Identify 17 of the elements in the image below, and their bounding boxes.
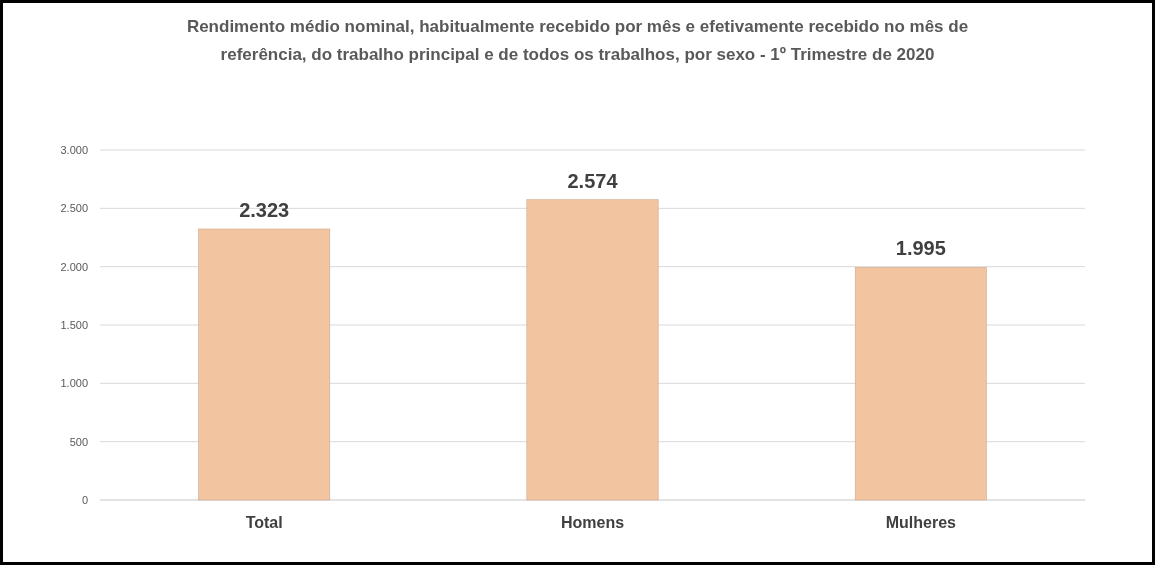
x-tick-label: Mulheres xyxy=(885,514,957,531)
y-tick-label: 1.500 xyxy=(60,318,88,331)
y-tick-label: 1.000 xyxy=(60,377,88,390)
x-tick-label: Total xyxy=(245,514,283,531)
data-label: 2.323 xyxy=(239,198,290,221)
y-tick-label: 500 xyxy=(69,435,88,448)
chart-title: Rendimento médio nominal, habitualmente recebido por mês e efetivamente recebido no mês de referência, do trabalho principal e de todos os trabalhos, por sexo - 1º Trimestre de 2020 xyxy=(186,17,969,64)
data-label: 1.995 xyxy=(895,237,946,260)
data-label: 2.574 xyxy=(567,169,619,192)
bar xyxy=(854,267,987,501)
x-tick-label: Homens xyxy=(560,514,625,531)
y-tick-label: 3.000 xyxy=(60,143,88,156)
y-tick-label: 0 xyxy=(81,493,88,506)
bar xyxy=(198,228,331,501)
bar xyxy=(526,199,659,501)
y-tick-label: 2.000 xyxy=(60,260,88,273)
y-tick-label: 2.500 xyxy=(60,202,88,215)
